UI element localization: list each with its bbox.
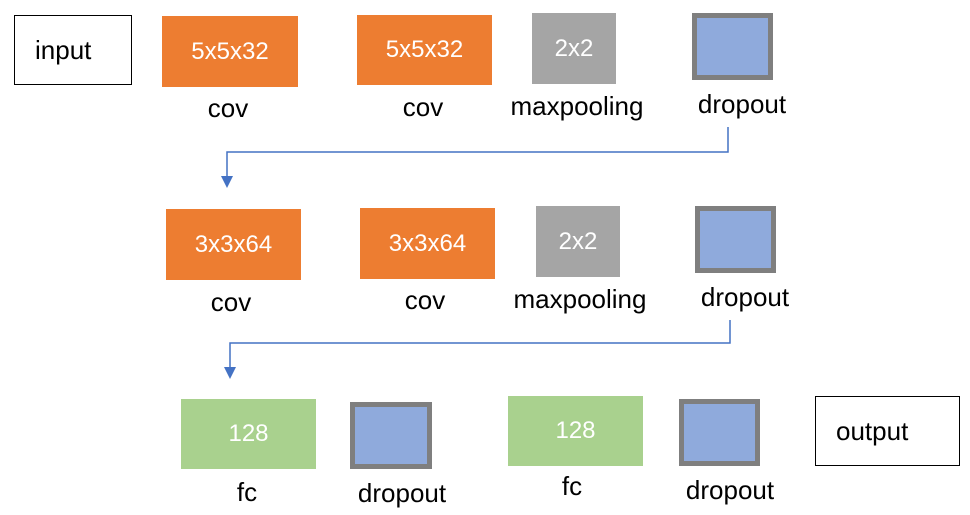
conv-block-3: 3x3x64 [166, 209, 301, 280]
conv-block-1: 5x5x32 [162, 16, 298, 87]
dropout-block-1 [692, 13, 773, 80]
dropout-block-4 [679, 399, 760, 466]
output-box: output [815, 396, 960, 466]
conv-block-3-text: 3x3x64 [194, 230, 273, 258]
fc-block-1-text: 128 [228, 420, 269, 447]
maxpool-block-2-text: 2x2 [558, 227, 598, 255]
dropout-block-3 [350, 402, 432, 469]
dropout-block-4-label: dropout [685, 475, 775, 505]
maxpool-block-1: 2x2 [532, 13, 616, 84]
conv-block-3-label: cov [210, 287, 252, 317]
fc-block-2-text: 128 [555, 417, 596, 444]
dropout-block-2-label: dropout [700, 282, 790, 312]
conv-block-4-text: 3x3x64 [388, 229, 467, 257]
fc-block-1: 128 [181, 399, 316, 469]
dropout-block-3-label: dropout [357, 478, 447, 508]
conv-block-2-text: 5x5x32 [385, 36, 464, 63]
maxpool-block-2-label: maxpooling [513, 284, 647, 314]
output-label: output [836, 415, 909, 446]
dropout-block-2 [695, 206, 776, 273]
conv-block-4: 3x3x64 [360, 208, 495, 279]
input-box: input [14, 15, 132, 85]
dropout-block-1-label: dropout [697, 89, 787, 119]
fc-block-1-label: fc [236, 477, 258, 507]
conv-block-2-label: cov [402, 92, 444, 122]
conv-block-2: 5x5x32 [357, 15, 492, 85]
input-label: input [35, 34, 92, 65]
fc-block-2-label: fc [561, 471, 583, 501]
arrow-row1-to-row2 [221, 127, 729, 188]
conv-block-1-label: cov [207, 93, 249, 123]
arrow-row2-to-row3 [224, 320, 731, 379]
maxpool-block-1-label: maxpooling [510, 91, 644, 121]
conv-block-1-text: 5x5x32 [191, 37, 269, 65]
fc-block-2: 128 [508, 396, 643, 466]
maxpool-block-1-text: 2x2 [554, 34, 594, 62]
conv-block-4-label: cov [404, 285, 446, 315]
maxpool-block-2: 2x2 [536, 206, 620, 277]
